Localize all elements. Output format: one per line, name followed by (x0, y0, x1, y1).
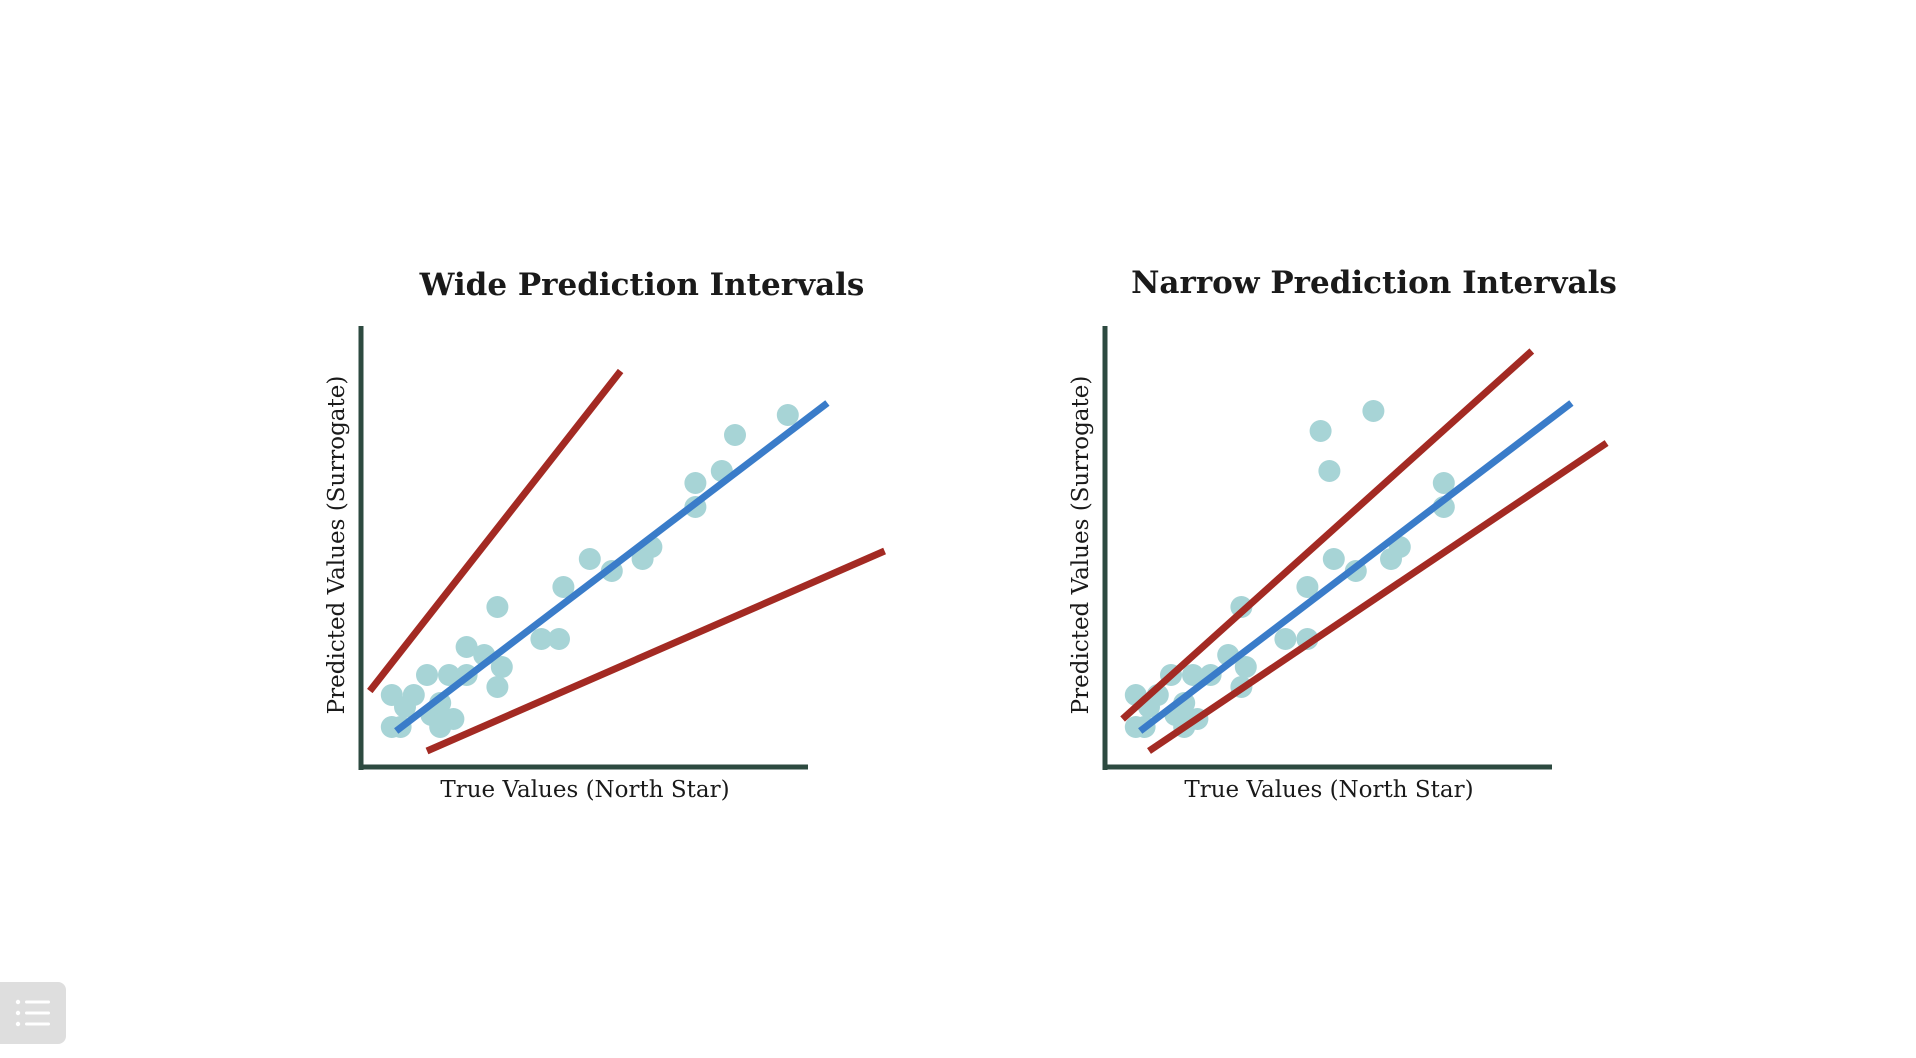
list-icon (15, 999, 50, 1027)
data-point (1318, 460, 1341, 482)
y-axis-label: Predicted Values (Surrogate) (1068, 376, 1094, 715)
data-point (1362, 400, 1385, 422)
data-point (1274, 628, 1297, 650)
plot-marks (1120, 348, 1609, 754)
chart-title: Wide Prediction Intervals (419, 267, 865, 303)
x-axis-label: True Values (North Star) (1184, 777, 1473, 803)
plot-marks (367, 368, 887, 755)
data-point (486, 596, 509, 618)
regression-line (1138, 400, 1574, 734)
data-point (490, 656, 513, 678)
upper-interval-line (1120, 348, 1535, 722)
data-point (1322, 548, 1345, 570)
data-point (402, 684, 425, 706)
data-point (1182, 664, 1204, 686)
data-point (578, 548, 601, 570)
wide-intervals-chart: Wide Prediction Intervals True Values (N… (324, 267, 887, 803)
data-point (455, 636, 478, 658)
x-axis-label: True Values (North Star) (440, 777, 729, 803)
upper-interval-line (367, 368, 624, 694)
data-point (776, 404, 799, 426)
y-axis-label: Predicted Values (Surrogate) (324, 376, 350, 715)
data-point (486, 676, 509, 698)
menu-button[interactable] (0, 982, 66, 1044)
data-point (548, 628, 570, 650)
data-point (1432, 472, 1455, 494)
data-point (552, 576, 575, 598)
narrow-intervals-chart: Narrow Prediction Intervals True Values … (1068, 265, 1617, 803)
data-point (1309, 420, 1332, 442)
chart-title: Narrow Prediction Intervals (1131, 265, 1617, 301)
data-point (416, 664, 438, 686)
data-point (1296, 576, 1319, 598)
regression-line (394, 400, 830, 734)
data-point (438, 664, 460, 686)
lower-interval-line (425, 547, 887, 755)
data-point (530, 628, 553, 650)
data-point (1234, 656, 1257, 678)
data-point (684, 472, 707, 494)
lower-interval-line (1147, 440, 1609, 754)
data-point (442, 708, 465, 730)
data-point (724, 424, 746, 446)
